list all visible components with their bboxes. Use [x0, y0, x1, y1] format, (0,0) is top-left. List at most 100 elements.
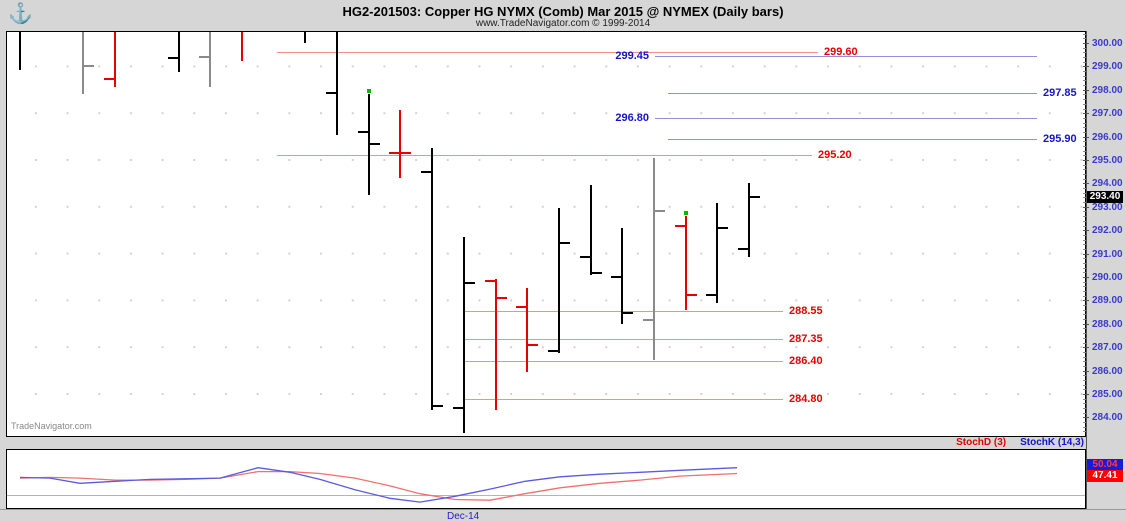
- trendline-red[interactable]: [277, 155, 812, 157]
- axis-minor-tick: [1083, 57, 1086, 59]
- axis-major-tick: [1083, 160, 1089, 161]
- price-bar: [367, 94, 370, 196]
- trendline-red-label: 286.40: [789, 355, 823, 368]
- trendline-red[interactable]: [277, 52, 818, 54]
- axis-tick-label: 296.00: [1092, 131, 1123, 143]
- trendline-blue[interactable]: [655, 55, 1037, 57]
- axis-minor-tick: [1083, 52, 1086, 54]
- axis-minor-tick: [1083, 131, 1086, 133]
- axis-minor-tick: [1083, 178, 1086, 180]
- trendline-blue-label: 296.80: [615, 111, 649, 124]
- open-tick: [326, 92, 336, 95]
- open-tick: [643, 319, 653, 322]
- close-tick: [591, 272, 602, 275]
- axis-minor-tick: [1083, 244, 1086, 246]
- axis-minor-tick: [1083, 431, 1086, 433]
- price-bar: [399, 109, 402, 178]
- axis-minor-tick: [1083, 262, 1086, 264]
- axis-major-tick: [1083, 370, 1089, 372]
- price-bar: [114, 32, 117, 88]
- trade-navigator-logo-icon[interactable]: ⚓: [8, 3, 33, 25]
- axis-minor-tick: [1083, 94, 1086, 96]
- open-tick: [738, 247, 749, 250]
- close-tick: [750, 196, 761, 199]
- axis-major-tick: [1083, 394, 1089, 395]
- axis-minor-tick: [1083, 314, 1086, 316]
- axis-minor-tick: [1083, 164, 1086, 166]
- axis-tick-label: 295.00: [1092, 155, 1123, 166]
- price-bar: [526, 287, 529, 372]
- axis-minor-tick: [1083, 422, 1086, 424]
- axis-minor-tick: [1083, 38, 1086, 40]
- axis-minor-tick: [1083, 150, 1086, 152]
- price-chart-area[interactable]: TradeNavigator.com 299.60 295.20 288.55 287…: [6, 31, 1086, 437]
- axis-minor-tick: [1083, 258, 1086, 260]
- axis-major-tick: [1083, 323, 1089, 325]
- axis-major-tick: [1083, 347, 1089, 349]
- price-bar: [462, 237, 465, 433]
- axis-minor-tick: [1083, 337, 1086, 339]
- open-tick: [579, 256, 590, 259]
- trendline-blue[interactable]: [668, 138, 1037, 140]
- axis-minor-tick: [1083, 117, 1086, 119]
- trendline-blue[interactable]: [655, 117, 1037, 119]
- last-price-box: 293.40: [1087, 191, 1123, 203]
- stochk-value-box: 50.04: [1087, 459, 1123, 470]
- axis-minor-tick: [1083, 216, 1086, 218]
- axis-minor-tick: [1083, 295, 1086, 297]
- chart-title: HG2-201503: Copper HG NYMX (Comb) Mar 20…: [342, 4, 784, 19]
- price-axis-border: [1086, 31, 1087, 509]
- axis-minor-tick: [1083, 403, 1086, 405]
- axis-tick-label: 291.00: [1092, 248, 1123, 260]
- stochd-label: StochD (3): [956, 437, 1007, 448]
- close-tick: [718, 226, 729, 229]
- axis-minor-tick: [1083, 291, 1086, 293]
- close-tick: [369, 142, 380, 145]
- price-bar: [653, 157, 655, 361]
- price-bar: [684, 216, 687, 310]
- axis-minor-tick: [1083, 99, 1086, 101]
- axis-major-tick: [1083, 89, 1089, 91]
- axis-minor-tick: [1083, 197, 1086, 199]
- open-tick: [104, 78, 115, 81]
- open-tick: [611, 276, 622, 278]
- axis-minor-tick: [1083, 286, 1086, 288]
- axis-minor-tick: [1083, 351, 1086, 353]
- axis-major-tick: [1083, 417, 1089, 419]
- axis-minor-tick: [1083, 384, 1086, 386]
- trendline-red[interactable]: [465, 398, 783, 400]
- axis-minor-tick: [1083, 379, 1086, 381]
- open-tick: [389, 151, 400, 154]
- axis-major-tick: [1083, 277, 1089, 278]
- axis-major-tick: [1083, 43, 1089, 44]
- axis-major-tick: [1083, 113, 1089, 115]
- trendline-blue-label: 297.85: [1043, 87, 1077, 100]
- axis-tick-label: 284.00: [1092, 412, 1123, 424]
- axis-minor-tick: [1083, 71, 1086, 73]
- stochk-line: [19, 467, 738, 503]
- price-bar: [557, 207, 560, 354]
- trendline-red[interactable]: [465, 310, 783, 312]
- price-bar: [589, 184, 592, 275]
- open-tick: [674, 224, 685, 227]
- axis-minor-tick: [1083, 141, 1086, 143]
- chart-header: ⚓ HG2-201503: Copper HG NYMX (Comb) Mar …: [0, 0, 1126, 30]
- axis-minor-tick: [1083, 319, 1086, 321]
- axis-major-tick: [1083, 183, 1089, 185]
- axis-tick-label: 290.00: [1092, 272, 1123, 283]
- axis-minor-tick: [1083, 248, 1086, 250]
- trendline-red[interactable]: [463, 361, 783, 363]
- axis-major-tick: [1083, 136, 1089, 138]
- price-bar: [209, 32, 212, 88]
- trendline-blue[interactable]: [668, 93, 1037, 95]
- axis-tick-label: 292.00: [1092, 225, 1123, 237]
- close-tick: [464, 281, 475, 284]
- trendline-red[interactable]: [465, 339, 783, 340]
- open-tick: [484, 279, 495, 282]
- trendline-red-label: 284.80: [789, 392, 823, 405]
- stochastic-panel[interactable]: [6, 449, 1086, 509]
- close-tick: [84, 65, 95, 68]
- date-axis[interactable]: Dec-14: [0, 509, 1126, 522]
- axis-major-tick: [1083, 66, 1089, 68]
